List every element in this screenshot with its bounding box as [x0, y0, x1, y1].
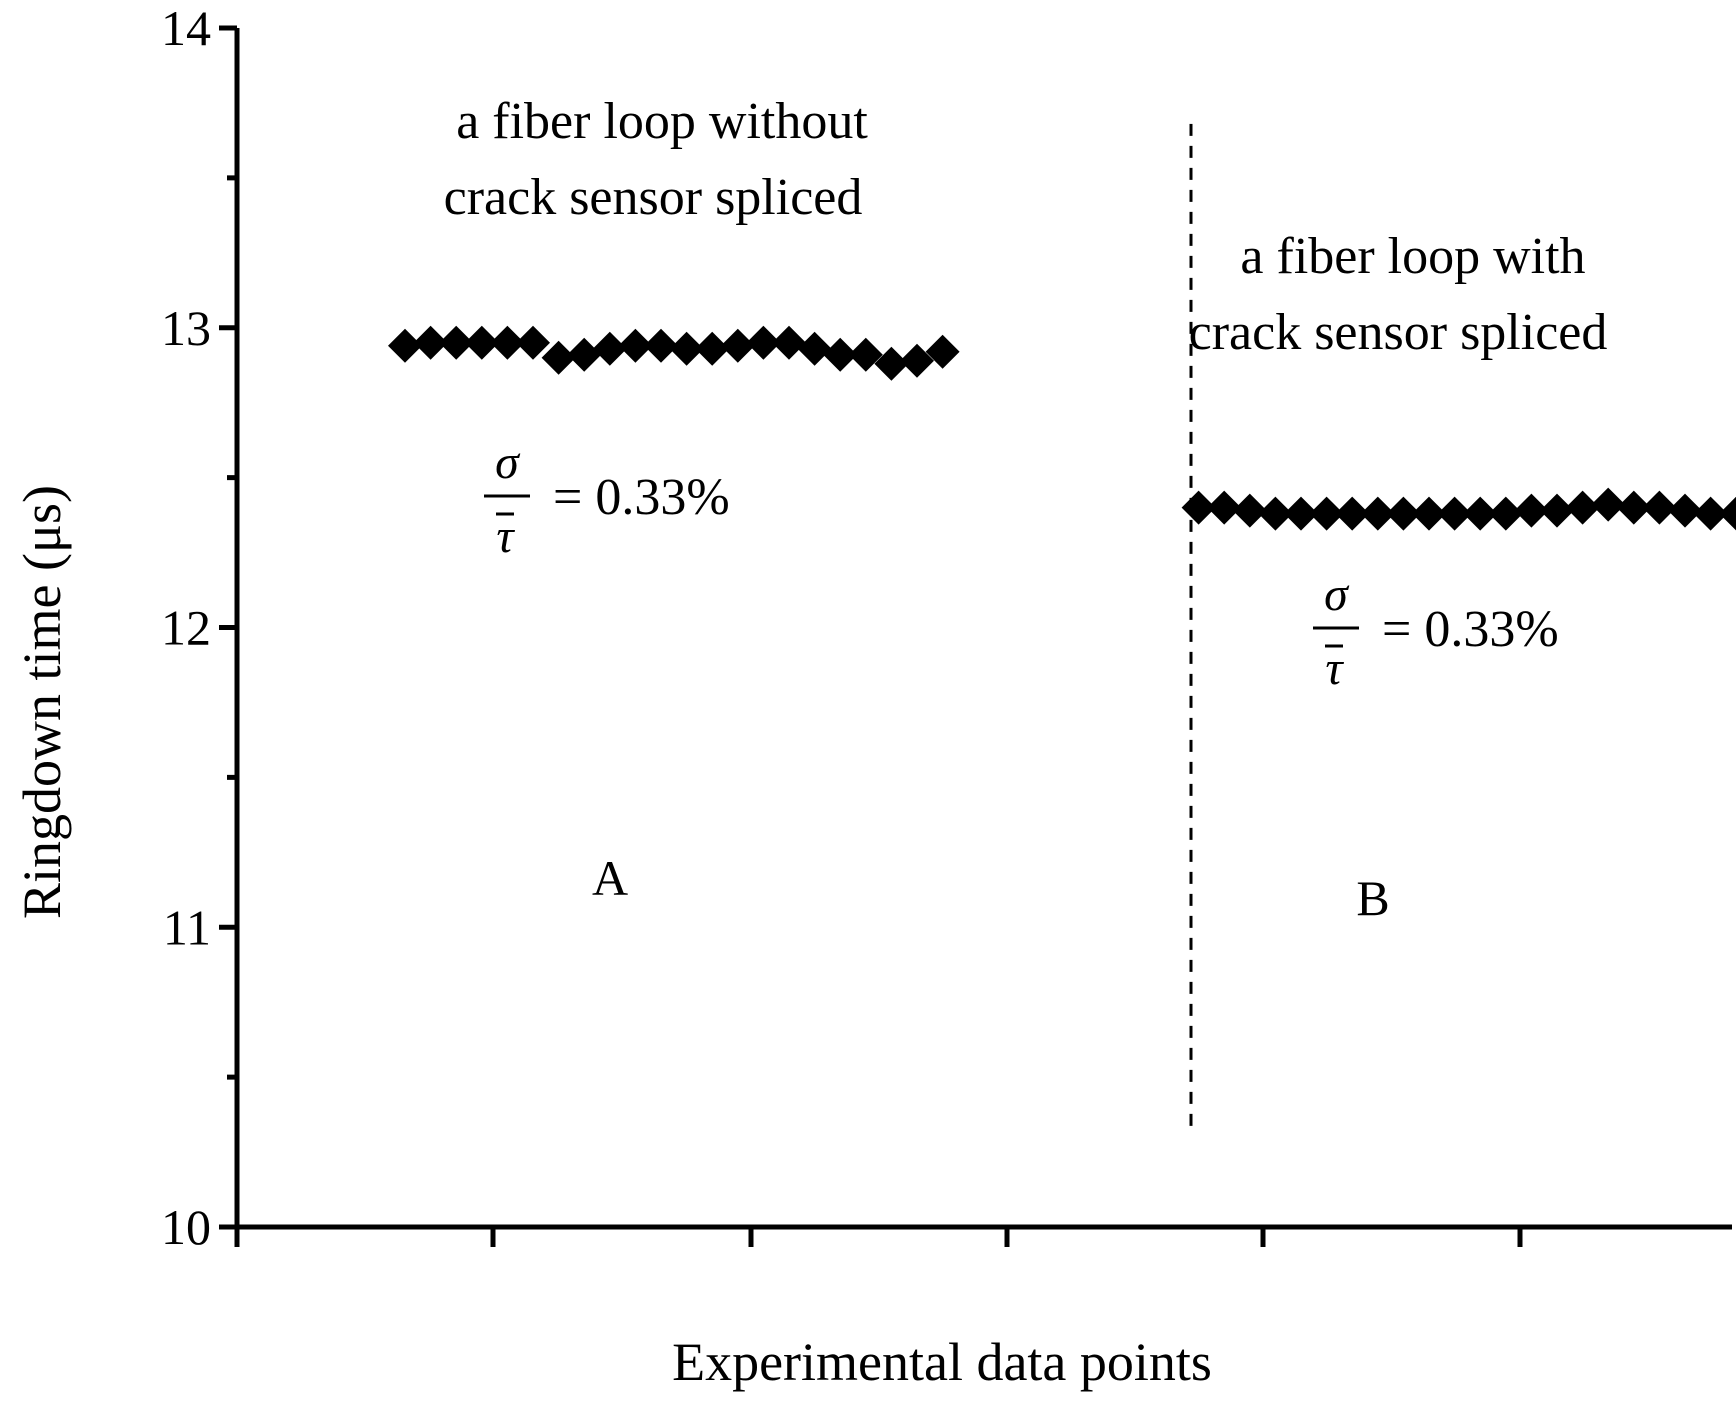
series-a-point	[695, 331, 730, 366]
x-ticks	[234, 1227, 1523, 1247]
series-a-point	[797, 331, 832, 366]
group-b-caption-line1: a fiber loop with	[1240, 228, 1585, 285]
stat-b-tau: τ	[1325, 642, 1344, 695]
series-a-point	[644, 328, 678, 363]
stat-b-sigma: σ	[1324, 568, 1350, 621]
series-b-point	[1642, 490, 1677, 525]
stat-a-tau: τ	[496, 510, 515, 563]
y-tick-label: 14	[161, 0, 211, 56]
series-b-point	[1540, 493, 1574, 528]
series-a-point	[516, 325, 550, 360]
series-b-point	[1488, 496, 1523, 531]
y-tick-label: 13	[161, 300, 211, 356]
series-b-point	[1514, 493, 1549, 528]
stat-b-formula: σ τ = 0.33%	[1313, 568, 1559, 695]
series-a-point	[772, 325, 806, 360]
series-a-points	[388, 325, 960, 381]
series-b-point	[1437, 496, 1472, 531]
series-a-point	[746, 325, 781, 360]
series-b-point	[1719, 496, 1736, 531]
series-a-point	[925, 334, 960, 369]
series-b-point	[1565, 490, 1600, 525]
series-a-point	[464, 325, 499, 360]
series-a-point	[592, 331, 627, 366]
series-a-point	[823, 337, 858, 372]
series-b-point	[1258, 496, 1293, 531]
series-b-point	[1668, 493, 1702, 528]
panel-label-a: A	[592, 850, 628, 906]
x-axis-title: Experimental data points	[672, 1332, 1212, 1392]
series-a-point	[618, 328, 653, 363]
series-b-points	[1181, 487, 1736, 531]
series-b-point	[1412, 496, 1446, 531]
y-tick-label: 11	[163, 899, 211, 955]
group-a-caption-line1: a fiber loop without	[456, 93, 868, 150]
series-a-point	[413, 325, 448, 360]
series-b-point	[1335, 496, 1370, 531]
group-b-caption-line2: crack sensor spliced	[1189, 304, 1608, 361]
panel-label-b: B	[1356, 870, 1389, 926]
group-a-caption-line2: crack sensor spliced	[444, 169, 863, 226]
y-axis-title: Ringdown time (μs)	[12, 485, 72, 919]
series-b-point	[1693, 496, 1728, 531]
stat-a-value: = 0.33%	[553, 469, 730, 526]
series-a-point	[720, 328, 755, 363]
series-b-point	[1232, 493, 1267, 528]
series-b-point	[1360, 496, 1395, 531]
stat-a-sigma: σ	[495, 436, 521, 489]
y-tick-label: 12	[161, 600, 211, 656]
series-b-point	[1284, 496, 1318, 531]
series-a-point	[848, 337, 883, 372]
series-a-point	[490, 325, 525, 360]
series-a-point	[900, 343, 934, 378]
series-a-point	[874, 346, 909, 381]
stat-b-value: = 0.33%	[1382, 601, 1559, 658]
series-b-point	[1309, 496, 1344, 531]
y-ticks: 10 11 12 13 14	[161, 0, 237, 1255]
y-tick-label: 10	[161, 1199, 211, 1255]
series-b-point	[1463, 496, 1498, 531]
series-b-point	[1591, 487, 1626, 522]
stat-a-formula: σ τ = 0.33%	[484, 436, 730, 563]
series-a-point	[567, 337, 602, 372]
series-b-point	[1386, 496, 1421, 531]
series-a-point	[669, 331, 704, 366]
series-b-point	[1616, 490, 1651, 525]
series-b-point	[1207, 490, 1242, 525]
series-a-point	[439, 325, 474, 360]
series-a-point	[541, 340, 576, 375]
series-a-point	[388, 328, 422, 363]
